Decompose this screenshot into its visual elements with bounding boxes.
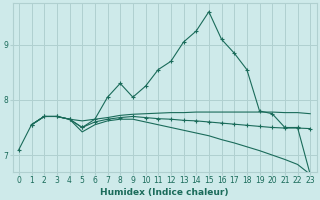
- X-axis label: Humidex (Indice chaleur): Humidex (Indice chaleur): [100, 188, 229, 197]
